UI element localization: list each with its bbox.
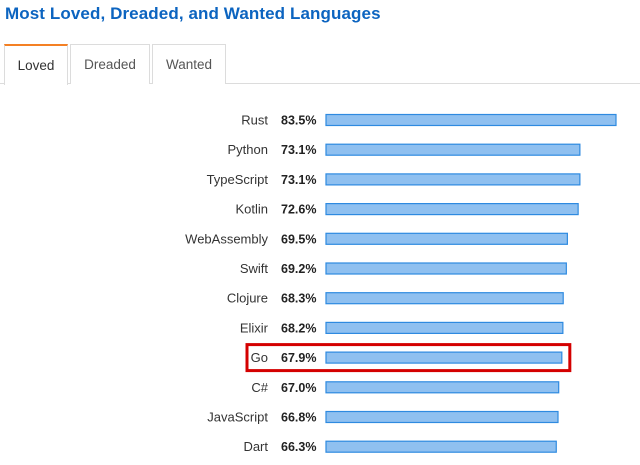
category-label-csharp: C# xyxy=(251,380,268,395)
tab-dreaded[interactable]: Dreaded xyxy=(70,44,150,84)
bar-swift xyxy=(325,262,567,275)
category-label-clojure: Clojure xyxy=(227,291,268,306)
category-label-go: Go xyxy=(251,350,268,365)
category-label-python: Python xyxy=(228,142,268,157)
highlight-box-go xyxy=(245,343,572,373)
bar-webassembly xyxy=(325,232,568,245)
bar-clojure xyxy=(325,292,564,305)
value-label-dart: 66.3% xyxy=(281,440,316,454)
category-label-webassembly: WebAssembly xyxy=(185,231,268,246)
bar-csharp xyxy=(325,381,560,394)
category-label-dart: Dart xyxy=(243,439,268,454)
category-label-kotlin: Kotlin xyxy=(235,202,268,217)
tab-bar: Loved Dreaded Wanted xyxy=(0,44,640,85)
bar-go xyxy=(325,351,563,364)
value-label-kotlin: 72.6% xyxy=(281,203,316,217)
category-label-elixir: Elixir xyxy=(240,320,269,335)
bar-python xyxy=(325,143,581,156)
bar-typescript xyxy=(325,173,581,186)
bar-dart xyxy=(325,440,557,453)
bar-javascript xyxy=(325,410,559,424)
value-label-rust: 83.5% xyxy=(281,114,316,128)
tab-loved[interactable]: Loved xyxy=(4,44,68,85)
category-label-typescript: TypeScript xyxy=(207,172,269,187)
category-label-javascript: JavaScript xyxy=(207,410,268,425)
category-label-swift: Swift xyxy=(240,261,269,276)
page-title: Most Loved, Dreaded, and Wanted Language… xyxy=(5,4,381,23)
value-label-python: 73.1% xyxy=(281,143,316,157)
value-label-elixir: 68.2% xyxy=(281,321,316,335)
value-label-typescript: 73.1% xyxy=(281,173,316,187)
value-label-clojure: 68.3% xyxy=(281,292,316,306)
value-label-csharp: 67.0% xyxy=(281,381,316,395)
bar-kotlin xyxy=(325,202,579,216)
bar-elixir xyxy=(325,321,564,334)
value-label-javascript: 66.8% xyxy=(281,411,316,425)
bar-rust xyxy=(325,113,617,127)
category-label-rust: Rust xyxy=(241,113,268,128)
value-label-go: 67.9% xyxy=(281,351,316,365)
loved-languages-chart: Rust 83.5% Python 73.1% TypeScript 73.1% Kotli… xyxy=(0,100,640,465)
chart-canvas: Rust 83.5% Python 73.1% TypeScript 73.1% Kotli… xyxy=(185,113,617,454)
value-label-webassembly: 69.5% xyxy=(281,232,316,246)
value-label-swift: 69.2% xyxy=(281,262,316,276)
tab-wanted[interactable]: Wanted xyxy=(152,44,226,84)
